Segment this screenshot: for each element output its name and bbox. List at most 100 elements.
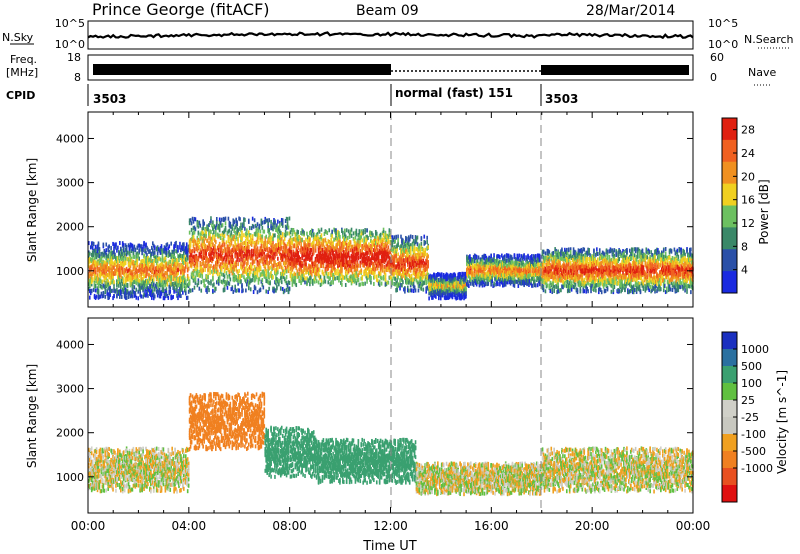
power-cell	[113, 280, 115, 285]
power-cell	[213, 282, 215, 287]
power-cell	[94, 265, 97, 270]
power-cell	[223, 233, 226, 238]
power-cell	[357, 251, 360, 256]
power-cell	[246, 228, 248, 233]
power-cell	[141, 263, 143, 268]
freq-panel-frame	[87, 54, 694, 81]
power-cell	[91, 263, 94, 268]
power-cell	[88, 264, 90, 269]
power-cell	[110, 260, 112, 265]
power-cell	[117, 264, 119, 269]
power-cell	[315, 272, 318, 277]
power-cell	[109, 251, 111, 256]
power-cell	[116, 283, 118, 288]
power-cell	[207, 247, 209, 252]
power-cell	[331, 229, 333, 234]
power-cell	[279, 286, 282, 291]
power-cell	[397, 252, 399, 257]
power-cell	[88, 279, 91, 284]
power-cell	[369, 262, 371, 267]
power-cell	[113, 242, 115, 247]
power-cell	[95, 261, 98, 266]
power-cell	[99, 263, 102, 268]
power-cell	[90, 289, 93, 294]
power-cell	[251, 240, 254, 245]
power-cell	[281, 221, 284, 226]
power-cell	[237, 262, 239, 267]
power-cell	[316, 263, 319, 268]
power-cell	[91, 245, 94, 250]
power-cell	[116, 293, 118, 298]
power-cell	[312, 247, 315, 252]
power-cell	[272, 227, 274, 232]
power-cell	[153, 294, 156, 299]
power-cell	[357, 256, 360, 261]
power-cell	[342, 257, 345, 262]
power-cell	[95, 253, 98, 258]
power-cell	[103, 264, 106, 269]
power-cell	[268, 218, 270, 223]
power-cell	[338, 231, 340, 236]
power-cell	[244, 217, 246, 222]
power-cell	[106, 291, 109, 296]
power-cell	[312, 240, 315, 245]
power-cell	[99, 278, 102, 283]
power-cell	[123, 252, 126, 257]
power-cell	[178, 257, 180, 262]
power-cell	[177, 263, 179, 268]
power-cell	[93, 260, 96, 265]
power-cell	[108, 266, 110, 271]
power-cell	[102, 252, 105, 257]
power-cell	[102, 268, 105, 273]
power-cell	[115, 268, 117, 273]
power-cell	[297, 251, 300, 256]
power-cell	[118, 253, 120, 258]
power-cell	[307, 249, 309, 254]
power-cell	[210, 264, 212, 269]
power-cell	[347, 247, 350, 252]
power-cell	[115, 242, 117, 247]
power-cell	[272, 236, 274, 241]
power-cell	[98, 294, 101, 299]
power-cell	[323, 275, 326, 280]
power-cell	[229, 277, 232, 282]
power-cell	[91, 277, 94, 282]
power-cell	[114, 260, 116, 265]
power-cell	[121, 266, 124, 271]
power-cell	[117, 245, 119, 250]
power-cell	[96, 264, 99, 269]
power-cell	[310, 232, 313, 237]
power-cell	[113, 286, 115, 291]
power-cell	[339, 241, 341, 246]
power-cell	[359, 240, 362, 245]
power-cell	[92, 250, 95, 255]
power-cell	[114, 255, 116, 260]
power-cell	[404, 289, 406, 294]
power-cell	[342, 230, 344, 235]
power-cell	[251, 216, 254, 221]
power-cell	[261, 238, 264, 243]
power-cell	[184, 291, 187, 296]
power-cell	[98, 272, 101, 277]
power-cell	[108, 260, 110, 265]
power-cell	[109, 263, 111, 268]
power-cell	[348, 234, 351, 239]
power-cell	[179, 262, 181, 267]
power-cell	[134, 291, 137, 296]
power-cell	[256, 222, 259, 227]
power-cell	[101, 254, 104, 259]
power-cell	[355, 232, 358, 237]
power-cell	[223, 242, 226, 247]
power-cell	[111, 252, 113, 257]
power-cell	[138, 256, 141, 261]
power-cell	[393, 271, 396, 276]
power-cell	[122, 259, 125, 264]
power-cell	[207, 267, 209, 272]
power-cell	[270, 219, 272, 224]
power-cell	[119, 273, 121, 278]
power-cell	[96, 268, 99, 273]
power-cell	[180, 270, 182, 275]
power-cell	[106, 273, 109, 278]
power-cell	[101, 285, 104, 290]
power-cell	[326, 230, 329, 235]
